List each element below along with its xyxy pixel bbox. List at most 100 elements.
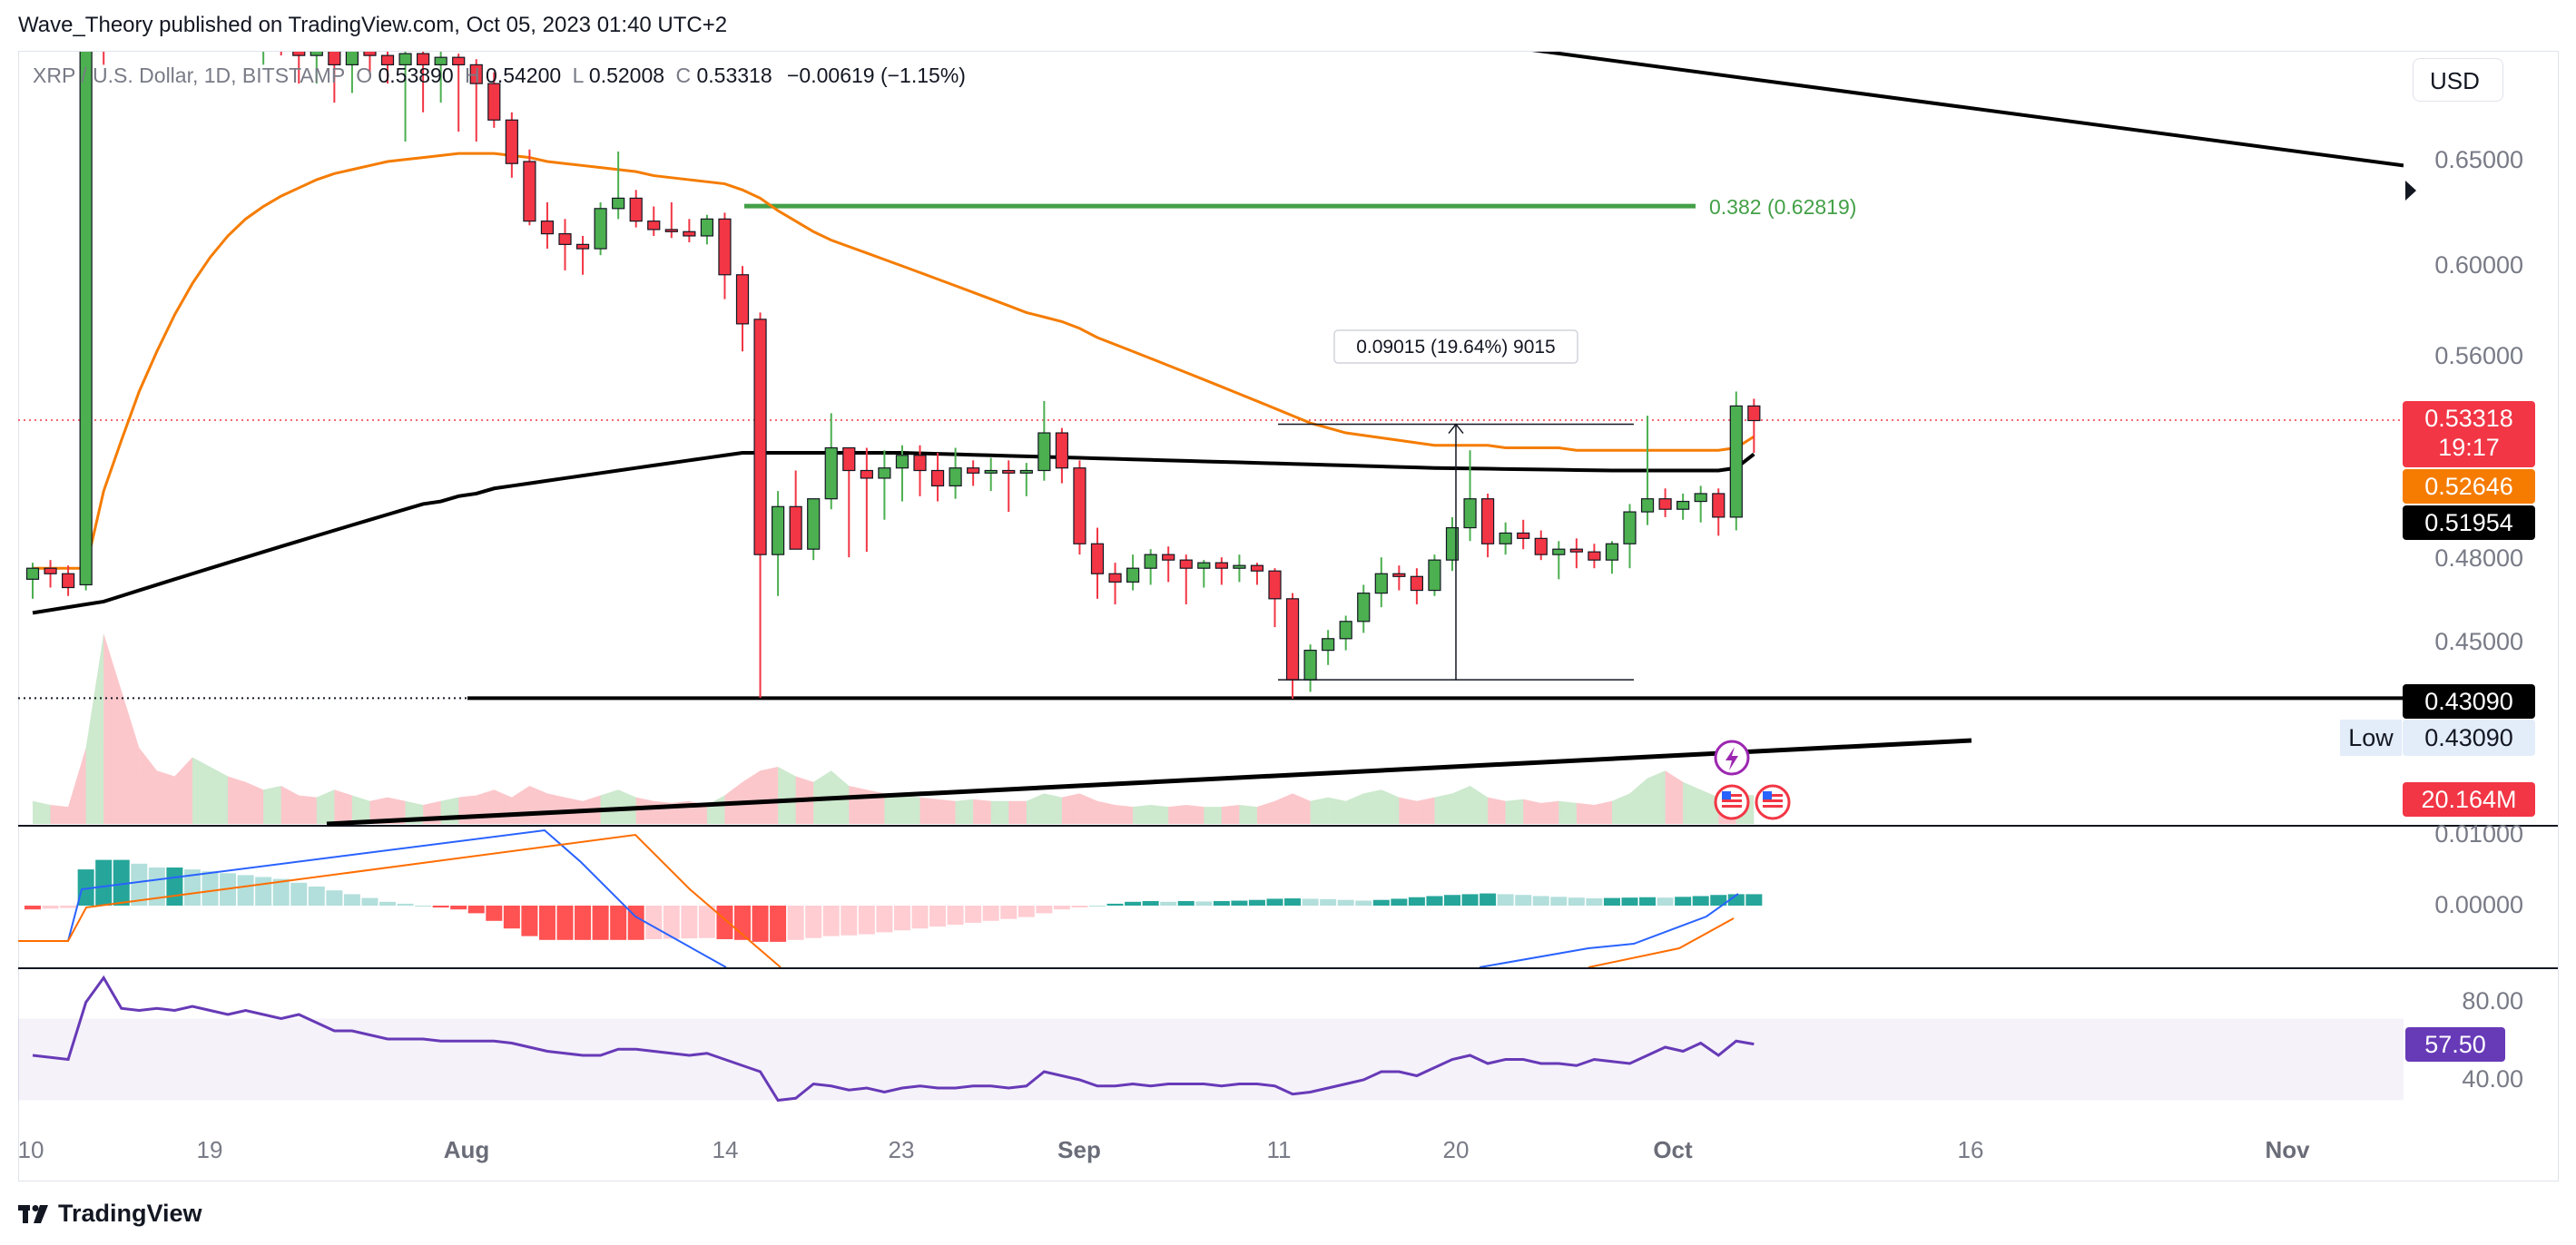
- candle-body: [878, 467, 891, 479]
- candle-body: [1055, 432, 1069, 469]
- macd-histogram-bar: [1480, 893, 1497, 906]
- candle-body: [1214, 562, 1228, 569]
- close-value: 0.53318: [696, 64, 772, 87]
- volume-segment: [1293, 793, 1311, 824]
- macd-histogram-bar: [1089, 906, 1106, 907]
- candle-body: [523, 161, 536, 222]
- tradingview-logo[interactable]: TradingView: [18, 1200, 202, 1228]
- candle-body: [1410, 575, 1424, 592]
- macd-histogram-bar: [1036, 906, 1053, 914]
- candle-body: [1322, 638, 1335, 652]
- volume-segment: [33, 800, 51, 824]
- candle-body: [1233, 564, 1246, 569]
- volume-segment: [742, 770, 761, 824]
- candle-body: [380, 54, 395, 65]
- volume-segment: [1310, 797, 1329, 824]
- volume-segment: [1647, 770, 1666, 824]
- volume-segment: [1115, 805, 1134, 824]
- macd-histogram-bar: [1231, 900, 1248, 906]
- support-badge: 0.43090: [2403, 684, 2535, 719]
- volume-segment: [1061, 793, 1080, 824]
- volume-segment: [1221, 805, 1240, 824]
- macd-histogram-bar: [1248, 899, 1265, 906]
- low-tag-label: Low: [2340, 720, 2402, 756]
- volume-segment: [546, 793, 565, 824]
- volume-segment: [494, 789, 512, 824]
- candle-body: [860, 469, 873, 479]
- macd-histogram-bar: [1266, 898, 1283, 906]
- high-value: 0.54200: [486, 64, 562, 87]
- candle-body: [1552, 548, 1566, 555]
- measure-label-box: [1333, 329, 1578, 364]
- macd-histogram-bar: [1000, 906, 1018, 919]
- volume-segment: [1185, 805, 1204, 824]
- macd-histogram-bar: [450, 906, 467, 910]
- signal-line: [18, 833, 782, 967]
- volume-segment: [1097, 800, 1116, 824]
- volume-segment: [476, 789, 495, 824]
- macd-histogram-bar: [77, 869, 94, 906]
- macd-histogram-bar: [663, 906, 680, 939]
- volume-segment: [1665, 770, 1684, 824]
- candle-body: [1499, 532, 1512, 544]
- macd-histogram-bar: [202, 871, 219, 906]
- macd-histogram-bar: [255, 877, 272, 906]
- candle-body: [1303, 650, 1317, 681]
- time-label-2: Aug: [443, 1136, 490, 1163]
- candle-body: [275, 10, 287, 46]
- volume-segment: [955, 799, 974, 824]
- bar-countdown: 19:17: [2438, 434, 2500, 461]
- volume-segment: [1079, 793, 1097, 824]
- us-flag-stripe: [1763, 794, 1783, 797]
- candle-body: [807, 498, 821, 550]
- volume-segment: [156, 770, 175, 824]
- candle-body: [700, 218, 714, 237]
- macd-histogram-bar: [610, 906, 627, 940]
- volume-segment: [1044, 793, 1062, 824]
- macd-histogram-bar: [1586, 898, 1603, 906]
- candle-body: [930, 469, 945, 487]
- currency-button[interactable]: USD: [2413, 58, 2503, 102]
- close-label: C: [675, 64, 692, 87]
- candle-body: [718, 218, 732, 276]
- volume-segment: [1345, 793, 1364, 824]
- volume-segment: [458, 795, 477, 824]
- candle-body: [240, 0, 251, 28]
- macd-histogram-bar: [95, 859, 113, 906]
- macd-histogram-bar: [1071, 906, 1088, 908]
- us-flag-stripe: [1763, 799, 1783, 802]
- lightning-bolt-icon: [1726, 747, 1738, 770]
- candle-body: [345, 52, 359, 65]
- volume-segment: [351, 795, 370, 824]
- volume-segment: [1026, 793, 1045, 824]
- candle-body: [540, 221, 555, 235]
- macd-histogram-bar: [947, 906, 964, 925]
- low-value: 0.52008: [588, 64, 665, 87]
- candle-body: [1019, 469, 1033, 474]
- candle-body: [1428, 559, 1441, 592]
- candle-body: [258, 10, 270, 28]
- candle-body: [1126, 567, 1140, 583]
- volume-segment: [1470, 786, 1489, 824]
- time-label-7: 20: [1442, 1136, 1470, 1163]
- volume-segment: [1274, 793, 1293, 824]
- macd-histogram-bar: [503, 906, 520, 929]
- volume-segment: [901, 795, 920, 824]
- macd-histogram-bar: [1710, 895, 1727, 906]
- symbol-name: XRP / U.S. Dollar, 1D, BITSTAMP: [33, 64, 345, 87]
- candle-body: [1250, 564, 1264, 572]
- publisher-line: Wave_Theory published on TradingView.com…: [18, 13, 728, 37]
- ema-fast-line: [33, 152, 1755, 570]
- candle-body: [1658, 498, 1672, 510]
- macd-histogram-bar: [1195, 901, 1213, 906]
- price-tick-0: 0.65000: [2434, 146, 2523, 173]
- macd-histogram-bar: [1515, 895, 1532, 906]
- volume-segment: [299, 795, 317, 824]
- candle-body: [984, 469, 998, 474]
- candle-body: [1268, 570, 1282, 600]
- volume-segment: [1523, 799, 1541, 824]
- macd-histogram-bar: [681, 906, 698, 939]
- macd-histogram-bar: [486, 906, 503, 921]
- macd-histogram-bar: [60, 906, 77, 908]
